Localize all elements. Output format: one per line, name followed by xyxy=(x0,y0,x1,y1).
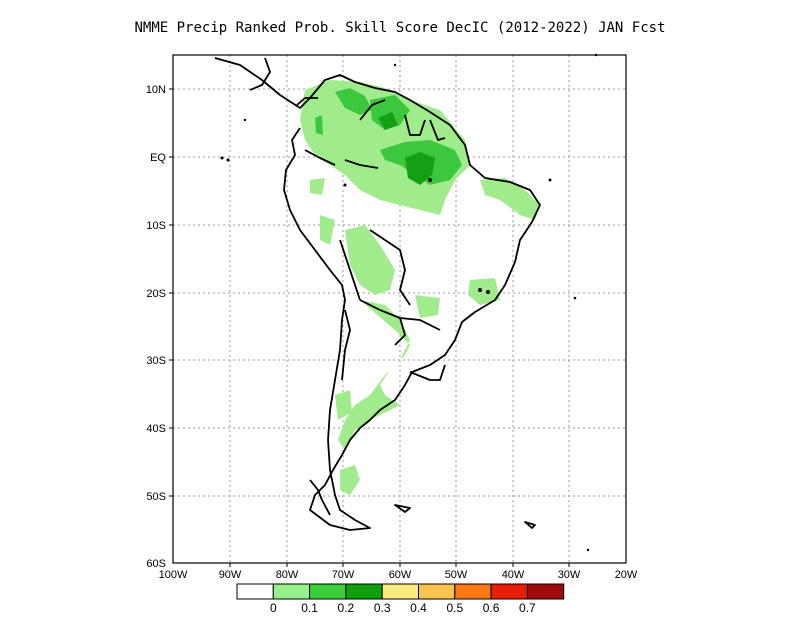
islands xyxy=(220,53,598,552)
coastlines xyxy=(214,57,541,531)
lon-tick-20w: 20W xyxy=(615,569,638,581)
colorbar: 0 0.1 0.2 0.3 0.4 0.5 0.6 0.7 xyxy=(236,583,565,615)
colorbar-label: 0.2 xyxy=(338,601,355,615)
lat-ticks xyxy=(169,88,173,497)
colorbar-swatch xyxy=(345,583,383,600)
colorbar-swatch xyxy=(526,583,565,600)
colorbar-swatch xyxy=(272,583,311,600)
colorbar-label: 0.3 xyxy=(374,601,391,615)
colorbar-label: 0.7 xyxy=(519,601,536,615)
colorbar-label: 0 xyxy=(270,601,277,615)
map-title: NMME Precip Ranked Prob. Skill Score Dec… xyxy=(134,20,666,36)
colorbar-swatch xyxy=(236,583,274,600)
colorbar-label: 0.4 xyxy=(410,601,427,615)
lon-tick-40w: 40W xyxy=(502,569,525,581)
lon-tick-70w: 70W xyxy=(332,569,355,581)
lon-tick-50w: 50W xyxy=(445,569,468,581)
colorbar-swatch xyxy=(490,583,528,600)
lat-tick-10s: 10S xyxy=(146,220,166,232)
colorbar-swatch xyxy=(381,583,420,600)
lat-tick-30s: 30S xyxy=(146,355,166,367)
skill-shading-dark xyxy=(378,112,435,185)
lon-tick-80w: 80W xyxy=(276,569,299,581)
colorbar-swatch xyxy=(454,583,492,600)
lat-tick-60s: 60S xyxy=(146,558,166,570)
colorbar-swatch xyxy=(418,583,456,600)
lon-tick-90w: 90W xyxy=(219,569,242,581)
lon-tick-60w: 60W xyxy=(389,569,412,581)
lat-tick-eq: EQ xyxy=(150,152,166,164)
lon-tick-labels: 100W 90W 80W 70W 60W 50W 40W 30W 20W xyxy=(159,569,638,581)
colorbar-label: 0.6 xyxy=(483,601,500,615)
lat-tick-labels: 10N EQ 10S 20S 30S 40S 50S 60S xyxy=(146,84,167,570)
lon-tick-30w: 30W xyxy=(558,569,581,581)
lat-tick-10n: 10N xyxy=(146,84,166,96)
lat-tick-50s: 50S xyxy=(146,491,166,503)
skill-shading-light xyxy=(300,80,540,495)
colorbar-label: 0.1 xyxy=(301,601,318,615)
colorbar-label: 0.5 xyxy=(446,601,463,615)
lon-tick-100w: 100W xyxy=(159,569,188,581)
lat-tick-20s: 20S xyxy=(146,288,166,300)
colorbar-swatch xyxy=(309,583,347,600)
lat-tick-40s: 40S xyxy=(146,423,166,435)
lon-ticks xyxy=(229,563,570,567)
